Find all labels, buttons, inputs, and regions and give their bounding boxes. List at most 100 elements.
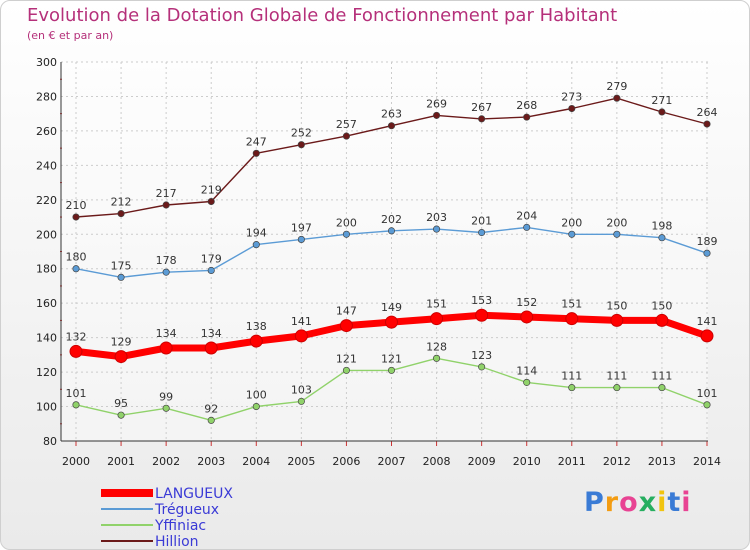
data-point: [297, 141, 305, 149]
data-point: [478, 229, 486, 237]
data-point: [342, 230, 350, 238]
data-point: [613, 384, 621, 392]
data-label: 128: [426, 340, 447, 353]
data-point: [523, 378, 531, 386]
y-tick-label: 80: [43, 435, 57, 448]
data-point: [387, 122, 396, 130]
data-point: [658, 108, 666, 116]
x-tick-label: 2006: [332, 455, 360, 468]
data-point: [658, 384, 666, 392]
data-label: 210: [66, 199, 87, 212]
data-point: [703, 249, 711, 257]
data-point: [478, 363, 486, 371]
y-tick-label: 300: [36, 56, 57, 69]
data-label: 123: [471, 349, 492, 362]
x-tick-label: 2009: [468, 455, 496, 468]
data-point: [568, 230, 576, 238]
logo-letter: t: [667, 487, 682, 518]
data-label: 151: [426, 298, 447, 311]
data-point: [703, 120, 711, 128]
x-tick-label: 2004: [242, 455, 270, 468]
data-label: 101: [66, 387, 87, 400]
data-label: 267: [471, 101, 492, 114]
y-tick-label: 120: [36, 366, 57, 379]
data-point: [117, 411, 125, 419]
chart-title: Evolution de la Dotation Globale de Fonc…: [27, 5, 618, 26]
data-label: 134: [156, 327, 177, 340]
data-label: 121: [381, 352, 402, 365]
data-point: [342, 366, 350, 374]
data-point: [72, 265, 80, 273]
data-label: 200: [336, 216, 357, 229]
data-label: 101: [697, 387, 718, 400]
data-label: 149: [381, 301, 402, 314]
proxiti-logo: Proxiti: [584, 487, 692, 518]
data-label: 189: [697, 235, 718, 248]
data-point: [72, 401, 80, 409]
data-point: [252, 149, 260, 157]
x-tick-label: 2003: [197, 455, 225, 468]
data-label: 180: [66, 251, 87, 264]
data-label: 279: [606, 80, 627, 93]
data-point: [294, 329, 308, 343]
data-point: [387, 227, 396, 235]
grid-layer: [61, 61, 708, 442]
data-label-layer: 210 212 217 219 247 252 257 263 269 267 268 273 279 2…: [66, 80, 718, 415]
data-label: 103: [291, 383, 312, 396]
data-point: [252, 241, 260, 249]
data-point: [72, 213, 80, 221]
legend-label: Hillion: [155, 534, 199, 549]
data-point: [387, 366, 396, 374]
data-point: [610, 313, 624, 327]
data-label: 271: [651, 94, 672, 107]
data-label: 219: [201, 184, 222, 197]
x-tick-label: 2013: [648, 455, 676, 468]
data-point: [162, 404, 170, 412]
data-point: [207, 266, 215, 275]
x-tick-label: 2008: [423, 455, 451, 468]
data-point: [117, 273, 125, 281]
data-point: [568, 384, 576, 392]
data-label: 200: [606, 216, 627, 229]
data-point: [523, 223, 531, 231]
data-point: [207, 197, 215, 206]
data-point: [568, 104, 576, 113]
data-label: 111: [606, 370, 627, 383]
x-tick-label: 2002: [152, 455, 180, 468]
data-label: 179: [201, 252, 222, 265]
data-label: 269: [426, 97, 447, 110]
x-tick-label: 2000: [62, 455, 90, 468]
data-point: [703, 401, 711, 409]
data-point: [655, 313, 669, 327]
x-tick-label: 2005: [287, 455, 315, 468]
data-label: 175: [111, 259, 132, 272]
logo-letter: P: [584, 487, 605, 518]
x-tick-label: 2010: [513, 455, 541, 468]
y-tick-label: 140: [36, 332, 57, 345]
y-tick-label: 220: [36, 194, 57, 207]
data-point: [162, 268, 170, 276]
data-point: [114, 350, 128, 364]
data-label: 111: [651, 370, 672, 383]
data-point: [613, 230, 621, 238]
data-point: [613, 94, 621, 102]
data-point: [523, 113, 531, 121]
data-label: 194: [246, 227, 267, 240]
data-point: [249, 334, 263, 348]
data-label: 132: [66, 330, 87, 343]
data-point: [339, 319, 353, 333]
data-label: 247: [246, 135, 267, 148]
data-label: 141: [291, 315, 312, 328]
plot-area: [61, 62, 708, 441]
data-point: [297, 235, 305, 243]
data-label: 141: [697, 315, 718, 328]
logo-letter: r: [604, 487, 620, 518]
data-point: [252, 402, 260, 411]
data-label: 217: [156, 187, 177, 200]
data-point: [207, 416, 215, 424]
legend-label: LANGUEUX: [155, 486, 233, 502]
data-label: 200: [561, 216, 582, 229]
